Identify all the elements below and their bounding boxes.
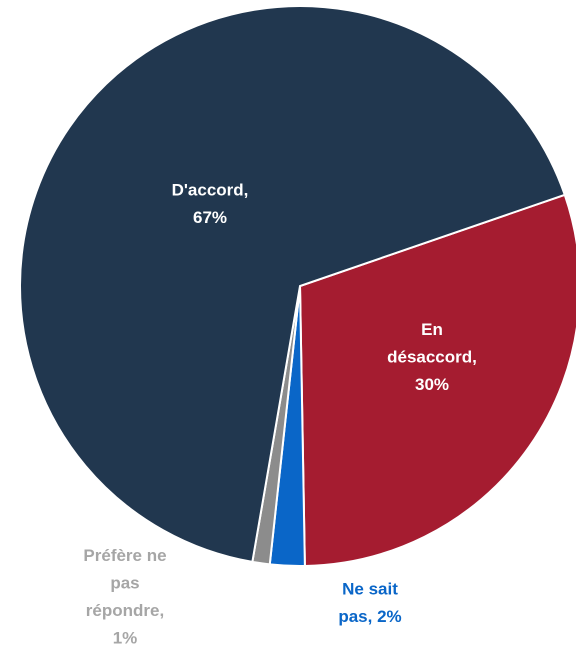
data-label: désaccord, xyxy=(387,347,477,366)
data-label: D'accord, xyxy=(172,181,249,200)
pie-slice xyxy=(19,5,567,564)
data-label: pas xyxy=(110,574,139,593)
data-label: Préfère ne xyxy=(83,546,166,565)
data-label: pas, 2% xyxy=(338,607,401,626)
data-label: répondre, xyxy=(86,601,164,620)
pie-slice xyxy=(298,193,576,567)
data-label: En xyxy=(421,320,443,339)
data-label: 1% xyxy=(113,629,138,648)
data-label: 67% xyxy=(193,208,227,227)
data-label: Ne sait xyxy=(342,580,398,599)
data-label: 30% xyxy=(415,375,449,394)
